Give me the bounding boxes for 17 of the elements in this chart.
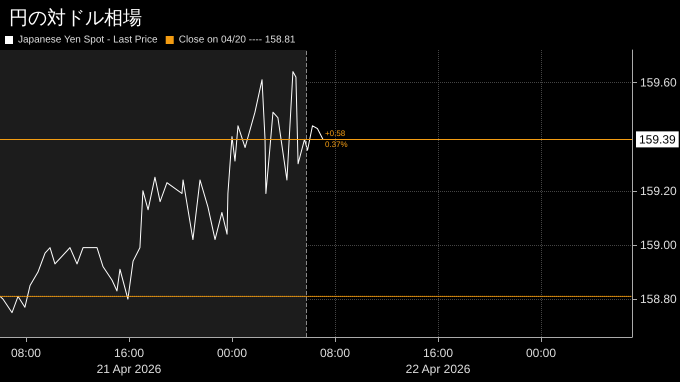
y-tick-label: 159.60 xyxy=(640,75,678,90)
legend-label: Close on 04/20 ---- 158.81 xyxy=(178,34,296,46)
line-series xyxy=(0,71,324,314)
x-tick-label: 16:00 21 Apr 2026 xyxy=(96,346,162,376)
x-tick-label: 08:00 xyxy=(320,346,350,360)
chart-title: 円の対ドル相場 xyxy=(9,7,142,29)
legend-label: Japanese Yen Spot - Last Price xyxy=(18,34,158,46)
x-tick-label: 08:00 xyxy=(10,346,42,360)
annotation: +0.58 xyxy=(324,128,346,138)
ref-line-label: 159.39 xyxy=(639,132,676,146)
x-tick-label: 00:00 xyxy=(216,346,248,360)
x-tick-label: 16:00 22 Apr 2026 xyxy=(406,346,471,376)
y-tick-label: 159.00 xyxy=(640,238,678,252)
y-tick-label: 159.20 xyxy=(640,184,678,198)
x-tick-label: 00:00 xyxy=(526,346,556,360)
annotation: 0.37% xyxy=(324,140,348,149)
y-tick-label: 158.80 xyxy=(640,292,678,306)
